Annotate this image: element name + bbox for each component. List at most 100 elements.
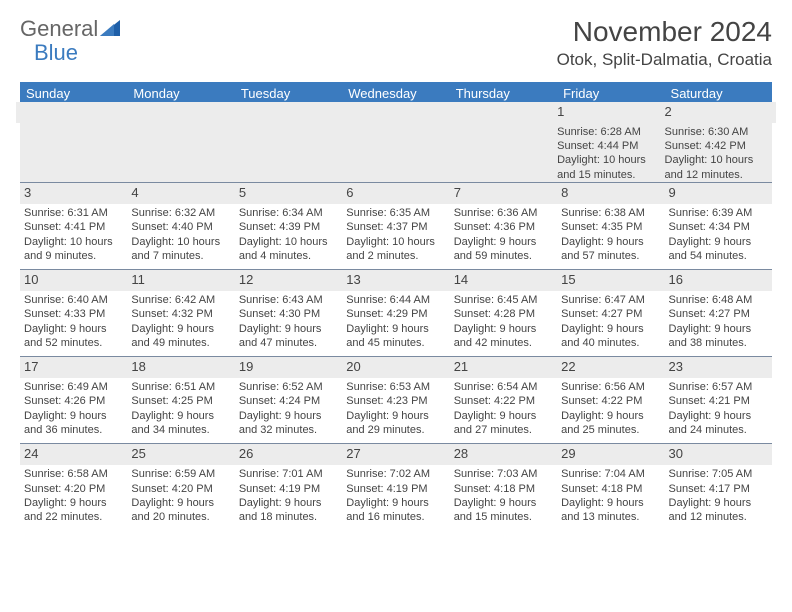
cell-text: Sunrise: 6:54 AM — [454, 380, 553, 394]
cell-text: and 4 minutes. — [239, 249, 338, 263]
cell-text: Sunrise: 6:32 AM — [131, 206, 230, 220]
calendar-cell: 8Sunrise: 6:38 AMSunset: 4:35 PMDaylight… — [557, 183, 664, 270]
cell-text: and 34 minutes. — [131, 423, 230, 437]
calendar-body: 1Sunrise: 6:28 AMSunset: 4:44 PMDaylight… — [20, 105, 772, 530]
logo-text-blue: Blue — [34, 40, 78, 66]
day-number: 11 — [127, 270, 234, 291]
cell-text: Sunrise: 7:04 AM — [561, 467, 660, 481]
calendar-cell: 1Sunrise: 6:28 AMSunset: 4:44 PMDaylight… — [557, 105, 664, 183]
cell-text: Sunset: 4:29 PM — [346, 307, 445, 321]
cell-text: and 52 minutes. — [24, 336, 123, 350]
day-number: 10 — [20, 270, 127, 291]
day-number: 3 — [20, 183, 127, 204]
cell-text: Daylight: 9 hours — [131, 496, 230, 510]
cell-text: Sunrise: 6:48 AM — [669, 293, 768, 307]
cell-text: and 15 minutes. — [557, 168, 664, 182]
cell-text: Daylight: 10 hours — [239, 235, 338, 249]
cell-text: and 32 minutes. — [239, 423, 338, 437]
day-number: 24 — [20, 444, 127, 465]
cell-text: Daylight: 10 hours — [24, 235, 123, 249]
calendar-cell: 7Sunrise: 6:36 AMSunset: 4:36 PMDaylight… — [450, 183, 557, 270]
cell-text: Sunrise: 6:45 AM — [454, 293, 553, 307]
cell-text: Sunrise: 6:56 AM — [561, 380, 660, 394]
cell-text: and 12 minutes. — [665, 168, 772, 182]
cell-text: Daylight: 10 hours — [665, 153, 772, 167]
cell-text: Sunrise: 6:34 AM — [239, 206, 338, 220]
calendar-cell — [20, 105, 127, 183]
cell-text: Sunrise: 6:58 AM — [24, 467, 123, 481]
cell-text: Sunset: 4:37 PM — [346, 220, 445, 234]
cell-text: and 54 minutes. — [669, 249, 768, 263]
day-number: 7 — [450, 183, 557, 204]
cell-text: Sunset: 4:24 PM — [239, 394, 338, 408]
cell-text: Sunset: 4:33 PM — [24, 307, 123, 321]
cell-text: Sunrise: 6:30 AM — [665, 125, 772, 139]
calendar-cell: 19Sunrise: 6:52 AMSunset: 4:24 PMDayligh… — [235, 357, 342, 444]
cell-text: Sunset: 4:18 PM — [561, 482, 660, 496]
calendar-cell — [235, 105, 342, 183]
calendar-table: SundayMondayTuesdayWednesdayThursdayFrid… — [20, 82, 772, 530]
calendar-cell: 13Sunrise: 6:44 AMSunset: 4:29 PMDayligh… — [342, 270, 449, 357]
day-number: 30 — [665, 444, 772, 465]
cell-text: Sunset: 4:41 PM — [24, 220, 123, 234]
day-number: 25 — [127, 444, 234, 465]
cell-text: Sunset: 4:40 PM — [131, 220, 230, 234]
logo-text-general: General — [20, 16, 98, 42]
cell-text: Sunrise: 6:59 AM — [131, 467, 230, 481]
cell-text: Daylight: 9 hours — [454, 496, 553, 510]
cell-text: Sunset: 4:30 PM — [239, 307, 338, 321]
calendar-cell: 21Sunrise: 6:54 AMSunset: 4:22 PMDayligh… — [450, 357, 557, 444]
day-number: 8 — [557, 183, 664, 204]
cell-text: Daylight: 9 hours — [239, 496, 338, 510]
cell-text: Sunset: 4:34 PM — [669, 220, 768, 234]
logo: General — [20, 16, 122, 42]
day-number: 17 — [20, 357, 127, 378]
cell-text: Daylight: 9 hours — [131, 322, 230, 336]
calendar-cell: 15Sunrise: 6:47 AMSunset: 4:27 PMDayligh… — [557, 270, 664, 357]
cell-text: Daylight: 9 hours — [669, 322, 768, 336]
cell-text: Sunrise: 7:02 AM — [346, 467, 445, 481]
cell-text: Sunrise: 6:42 AM — [131, 293, 230, 307]
cell-text: and 15 minutes. — [454, 510, 553, 524]
cell-text: and 57 minutes. — [561, 249, 660, 263]
logo-triangle-icon — [100, 16, 120, 42]
cell-text: Sunrise: 6:44 AM — [346, 293, 445, 307]
day-number: 13 — [342, 270, 449, 291]
cell-text: Sunset: 4:22 PM — [561, 394, 660, 408]
cell-text: Sunrise: 6:39 AM — [669, 206, 768, 220]
day-number: 2 — [661, 102, 776, 123]
day-number: 9 — [665, 183, 772, 204]
day-number: 4 — [127, 183, 234, 204]
calendar-cell: 20Sunrise: 6:53 AMSunset: 4:23 PMDayligh… — [342, 357, 449, 444]
cell-text: and 36 minutes. — [24, 423, 123, 437]
day-number: 15 — [557, 270, 664, 291]
day-number: 18 — [127, 357, 234, 378]
calendar-cell: 2Sunrise: 6:30 AMSunset: 4:42 PMDaylight… — [665, 105, 772, 183]
cell-text: and 18 minutes. — [239, 510, 338, 524]
day-number-empty — [231, 102, 346, 123]
cell-text: Daylight: 9 hours — [24, 322, 123, 336]
cell-text: Daylight: 9 hours — [454, 235, 553, 249]
cell-text: Daylight: 9 hours — [239, 409, 338, 423]
cell-text: Sunset: 4:20 PM — [131, 482, 230, 496]
calendar-cell: 9Sunrise: 6:39 AMSunset: 4:34 PMDaylight… — [665, 183, 772, 270]
location: Otok, Split-Dalmatia, Croatia — [557, 50, 772, 70]
day-number: 1 — [553, 102, 668, 123]
calendar-cell — [342, 105, 449, 183]
cell-text: Sunrise: 6:52 AM — [239, 380, 338, 394]
cell-text: Sunset: 4:28 PM — [454, 307, 553, 321]
cell-text: Daylight: 9 hours — [561, 409, 660, 423]
day-number: 14 — [450, 270, 557, 291]
cell-text: Daylight: 10 hours — [557, 153, 664, 167]
day-number: 27 — [342, 444, 449, 465]
cell-text: and 2 minutes. — [346, 249, 445, 263]
calendar-cell: 25 Sunrise: 6:59 AMSunset: 4:20 PMDayligh… — [127, 444, 234, 531]
calendar-cell: 14Sunrise: 6:45 AMSunset: 4:28 PMDayligh… — [450, 270, 557, 357]
cell-text: Sunset: 4:42 PM — [665, 139, 772, 153]
calendar-cell: 23Sunrise: 6:57 AMSunset: 4:21 PMDayligh… — [665, 357, 772, 444]
cell-text: Sunrise: 6:38 AM — [561, 206, 660, 220]
calendar-week: 3Sunrise: 6:31 AMSunset: 4:41 PMDaylight… — [20, 183, 772, 270]
calendar-cell: 28Sunrise: 7:03 AMSunset: 4:18 PMDayligh… — [450, 444, 557, 531]
cell-text: Daylight: 9 hours — [669, 409, 768, 423]
calendar-cell: 4Sunrise: 6:32 AMSunset: 4:40 PMDaylight… — [127, 183, 234, 270]
